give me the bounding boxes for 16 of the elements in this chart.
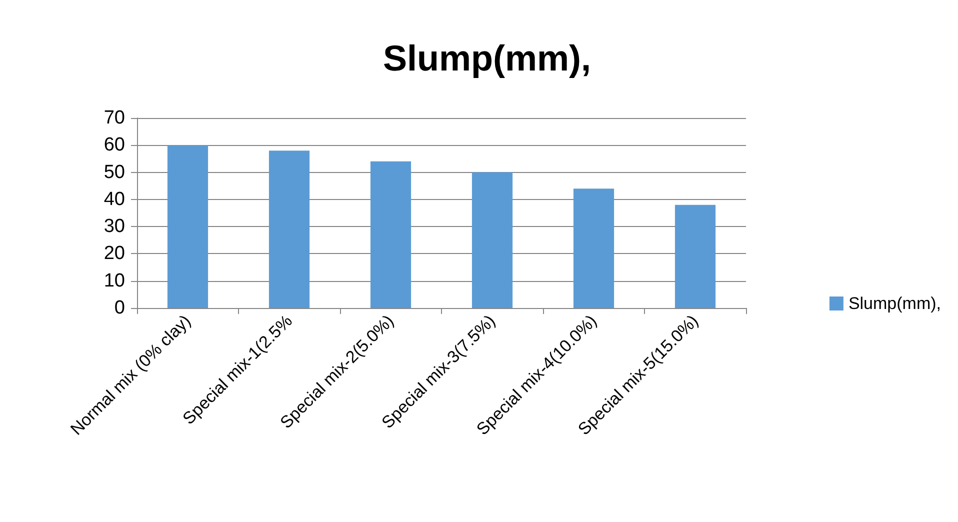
y-tick-label: 40 <box>104 188 125 210</box>
bar <box>370 161 412 308</box>
y-tick-label: 50 <box>104 162 125 183</box>
y-tick-label: 70 <box>104 108 125 128</box>
bar <box>167 145 208 308</box>
y-tick-label: 10 <box>104 270 125 292</box>
bar <box>268 150 310 308</box>
legend-label: Slump(mm), <box>848 294 942 313</box>
bar <box>674 204 716 308</box>
bar <box>573 188 614 308</box>
bar <box>472 172 513 308</box>
y-tick-label: 20 <box>104 243 125 264</box>
y-tick-label: 0 <box>114 298 125 318</box>
y-tick-label: 60 <box>104 134 125 156</box>
y-tick-label: 30 <box>104 216 125 238</box>
chart-title: Slump(mm), <box>382 38 592 78</box>
